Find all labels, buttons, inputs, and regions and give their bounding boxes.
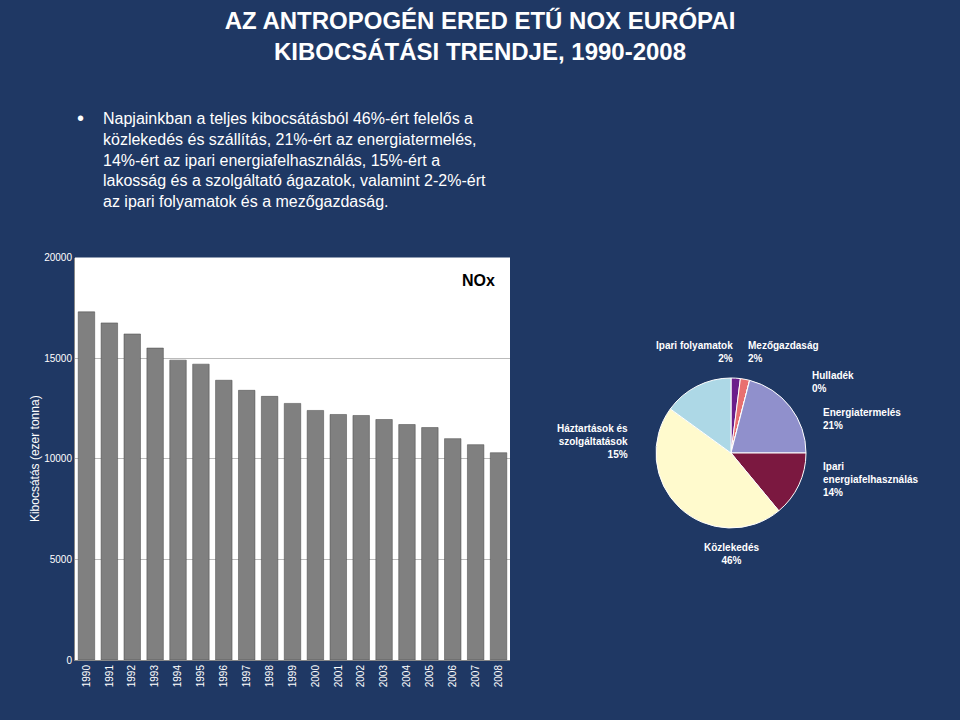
svg-text:1995: 1995: [195, 665, 206, 688]
svg-text:2003: 2003: [378, 665, 389, 688]
svg-text:5000: 5000: [50, 554, 73, 565]
svg-text:1997: 1997: [241, 665, 252, 688]
svg-text:Iparienergiafelhasználás14%: Iparienergiafelhasználás14%: [823, 461, 918, 498]
svg-text:1990: 1990: [81, 665, 92, 688]
svg-text:15000: 15000: [44, 353, 72, 364]
svg-text:1999: 1999: [287, 665, 298, 688]
svg-text:2008: 2008: [493, 665, 504, 688]
svg-text:2005: 2005: [424, 665, 435, 688]
svg-text:2002: 2002: [355, 665, 366, 688]
svg-text:2007: 2007: [470, 665, 481, 688]
svg-text:0: 0: [66, 655, 72, 666]
svg-text:20000: 20000: [44, 252, 72, 263]
svg-text:Hulladék0%: Hulladék0%: [812, 370, 854, 394]
svg-text:NOx: NOx: [462, 272, 495, 289]
svg-text:2000: 2000: [310, 665, 321, 688]
svg-text:1993: 1993: [149, 665, 160, 688]
svg-text:Energiatermelés21%: Energiatermelés21%: [823, 407, 901, 431]
svg-text:1992: 1992: [126, 665, 137, 688]
svg-text:1991: 1991: [104, 665, 115, 688]
svg-text:1994: 1994: [172, 665, 183, 688]
svg-text:Ipari folyamatok2%: Ipari folyamatok2%: [656, 340, 733, 364]
svg-text:2001: 2001: [333, 665, 344, 688]
svg-text:2004: 2004: [401, 665, 412, 688]
svg-text:Háztartások ésszolgáltatások15: Háztartások ésszolgáltatások15%: [557, 423, 628, 460]
svg-text:10000: 10000: [44, 453, 72, 464]
svg-text:1998: 1998: [264, 665, 275, 688]
svg-text:Kibocsátás (ezer tonna): Kibocsátás (ezer tonna): [28, 395, 42, 522]
svg-text:Napjainkban a teljes kibocsátá: Napjainkban a teljes kibocsátásból 46%-é…: [103, 110, 486, 210]
svg-text:1996: 1996: [218, 665, 229, 688]
svg-text:Közlekedés46%: Közlekedés46%: [704, 542, 759, 566]
svg-text:AZ ANTROPOGÉN ERED ETŰ NOX EUR: AZ ANTROPOGÉN ERED ETŰ NOX EURÓPAIKIBOCS…: [225, 7, 736, 65]
svg-text:•: •: [77, 107, 84, 129]
svg-text:Mezőgazdaság2%: Mezőgazdaság2%: [748, 340, 819, 364]
svg-text:2006: 2006: [447, 665, 458, 688]
